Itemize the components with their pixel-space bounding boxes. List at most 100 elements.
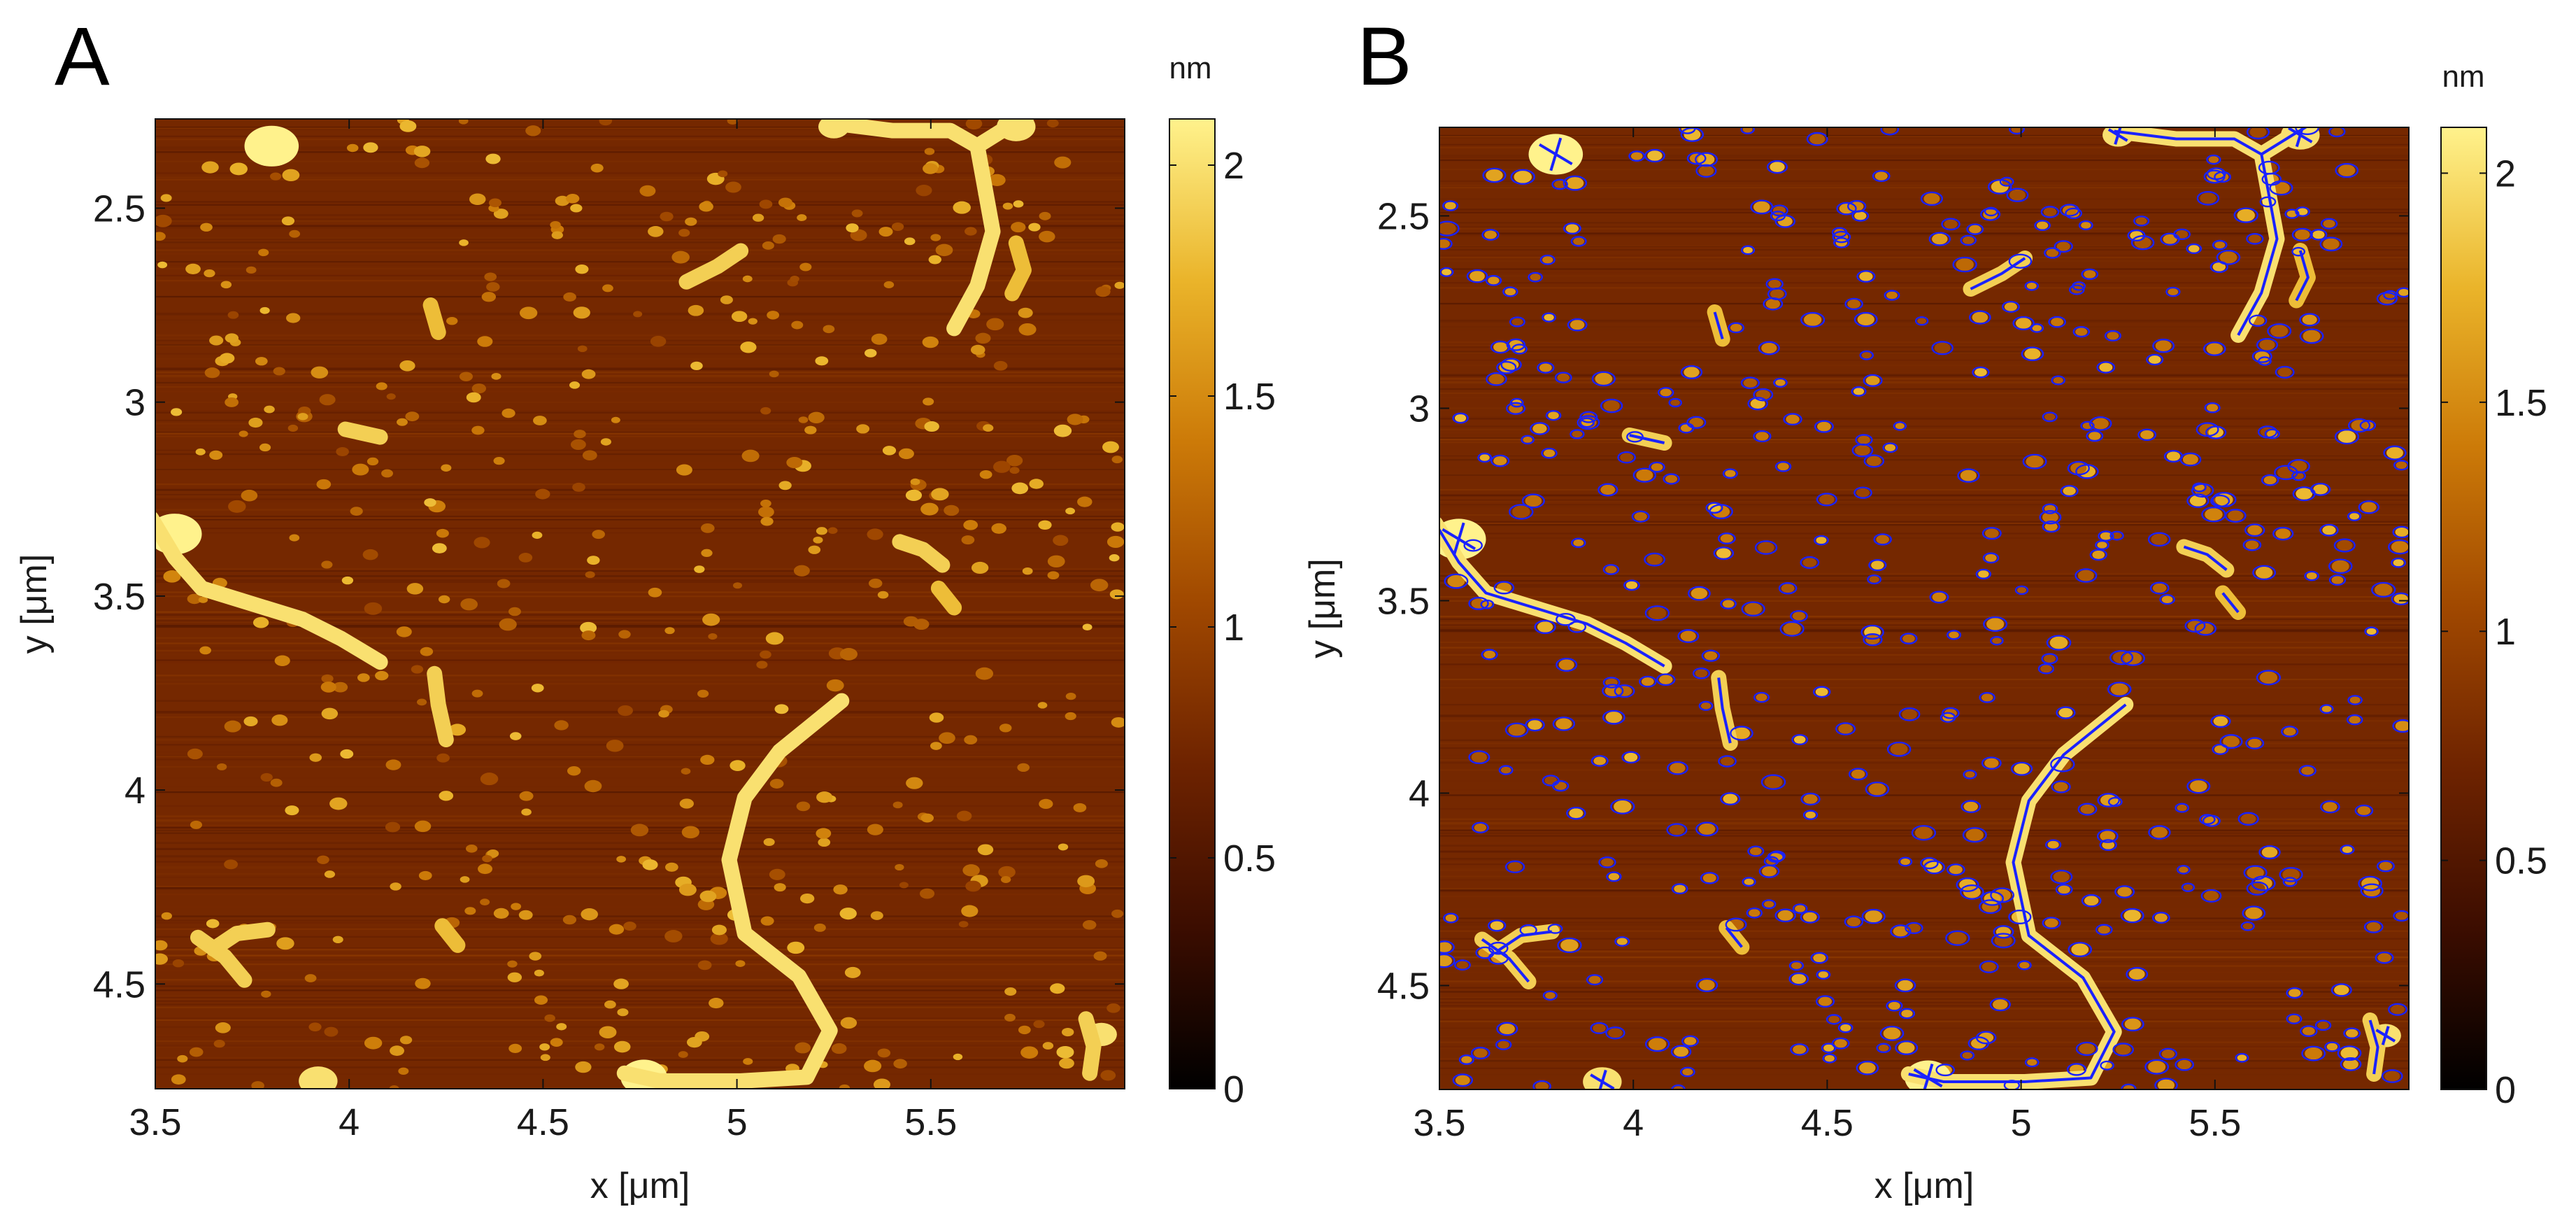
scan-line (155, 1000, 1125, 1002)
particle (1439, 954, 1452, 967)
contour-marker (1741, 601, 1765, 617)
contour-marker (1844, 915, 1864, 929)
scan-line (155, 249, 1125, 251)
contour-marker (1590, 1022, 1609, 1034)
particle (827, 527, 838, 535)
particle (441, 464, 452, 472)
contour-marker (1545, 410, 1562, 421)
contour-marker (2358, 875, 2383, 891)
particle (1614, 800, 1632, 813)
scan-line (155, 201, 1125, 203)
scan-line (1439, 1001, 2409, 1003)
scan-line (155, 372, 1125, 374)
scan-line (155, 873, 1125, 875)
scan-line (1439, 392, 2409, 395)
x-tick-label: 5 (2011, 1102, 2032, 1144)
scan-line (1439, 808, 2409, 810)
contour-marker (2203, 341, 2226, 356)
contour-marker (1679, 1066, 1695, 1078)
scan-line (155, 579, 1125, 581)
scan-line (155, 1040, 1125, 1043)
contour-marker (2246, 127, 2270, 140)
particle (905, 489, 923, 502)
particle (913, 619, 930, 630)
scan-line (155, 595, 1125, 598)
contour-marker (1831, 227, 1848, 238)
particle (2189, 495, 2207, 507)
particle (813, 923, 826, 932)
scan-line (155, 253, 1125, 255)
scan-line (1439, 159, 2409, 162)
contour-marker (1644, 552, 1666, 567)
scan-line (1439, 1020, 2409, 1022)
scan-line (1439, 622, 2409, 624)
contour-marker (1980, 207, 2001, 221)
particle (965, 880, 981, 892)
particle (2270, 325, 2289, 337)
particle (944, 504, 960, 516)
contour-marker (2391, 592, 2409, 606)
particle (551, 231, 563, 239)
contour-marker (2243, 865, 2268, 881)
contour-marker (1439, 940, 1455, 954)
scan-line (155, 426, 1125, 428)
scan-line (155, 295, 1125, 298)
particle-cluster (299, 1066, 338, 1089)
contour-marker (2284, 209, 2300, 219)
particle (979, 470, 992, 479)
particle (2032, 325, 2042, 332)
particle (1648, 1038, 1667, 1051)
contour-marker (1649, 461, 1665, 473)
particle (1730, 323, 1742, 332)
contour-marker (1506, 402, 1526, 415)
particle (2053, 871, 2070, 883)
contour-marker (2186, 243, 2203, 255)
scan-line (155, 209, 1125, 211)
scan-line (155, 928, 1125, 930)
particle (2331, 127, 2343, 136)
contour-marker (1761, 899, 1777, 910)
contour-marker (1623, 579, 1640, 591)
y-tick-label: 4 (124, 770, 145, 812)
scan-line (1439, 268, 2409, 270)
particle (1674, 1046, 1688, 1057)
scan-line (155, 637, 1125, 639)
scan-line (1439, 524, 2409, 526)
particle (460, 598, 478, 611)
scan-line (1439, 624, 2409, 626)
particle (2249, 234, 2261, 243)
particle (1050, 983, 1065, 994)
particle (1053, 424, 1072, 437)
particle (1853, 388, 1865, 395)
scan-line (155, 488, 1125, 490)
scan-line (155, 867, 1125, 869)
particle (2161, 1049, 2175, 1059)
contour-marker (1835, 722, 1856, 735)
particle (1439, 942, 1452, 953)
particle (1565, 224, 1579, 233)
contour-marker (1989, 997, 2011, 1012)
contour-marker (2078, 220, 2093, 231)
particle (1566, 176, 1584, 190)
particle (1039, 230, 1055, 243)
scan-line (155, 220, 1125, 222)
scan-line (1439, 686, 2409, 689)
particle (850, 229, 867, 241)
particle (873, 1078, 891, 1089)
particle (742, 275, 753, 283)
particle (2305, 1047, 2323, 1060)
contour-marker (2120, 650, 2145, 666)
particle (611, 416, 620, 423)
particle (2295, 229, 2310, 240)
particle (304, 974, 317, 982)
particle (1818, 971, 1828, 978)
scan-line (155, 374, 1125, 377)
contour-marker (1541, 447, 1558, 459)
particle (2149, 355, 2161, 365)
particle (895, 863, 904, 871)
contour-marker (2042, 521, 2061, 533)
contour-marker (1490, 340, 1511, 354)
scan-line (1439, 938, 2409, 940)
skeleton-branch (2288, 127, 2313, 148)
particle (700, 523, 715, 533)
